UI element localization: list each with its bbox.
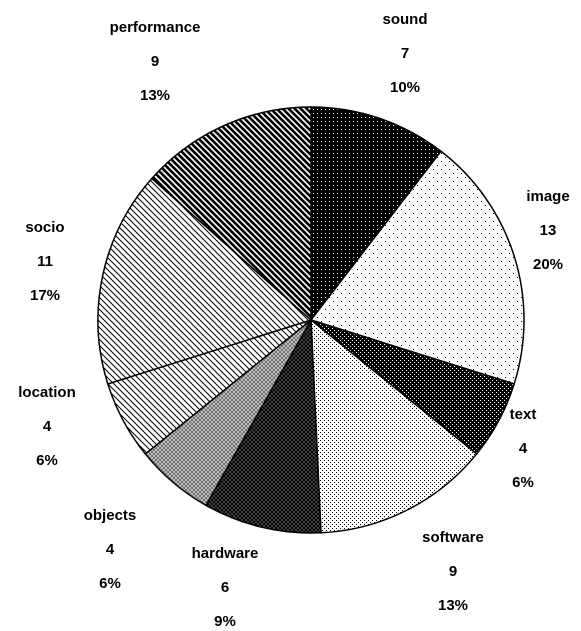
slice-value: 13: [540, 222, 557, 239]
slice-percent: 10%: [390, 79, 420, 96]
slice-percent: 20%: [533, 256, 563, 273]
slice-label: text: [510, 406, 537, 423]
slice-value: 4: [106, 541, 115, 558]
slice-label: socio: [25, 219, 64, 236]
pie-slice: [310, 106, 443, 323]
slice-value: 7: [401, 45, 409, 62]
slice-value: 6: [221, 579, 229, 596]
slice-percent: 6%: [512, 474, 534, 491]
slice-value: 9: [151, 53, 159, 70]
slice-label: sound: [383, 11, 428, 28]
slice-value: 11: [37, 253, 53, 270]
slice-value: 9: [449, 563, 457, 580]
slice-label: hardware: [192, 545, 259, 562]
slice-label: image: [526, 188, 569, 205]
slice-label: performance: [110, 19, 201, 36]
slice-percent: 13%: [140, 87, 170, 104]
pie-slice: [97, 177, 313, 385]
slice-percent: 9%: [214, 613, 236, 630]
slice-percent: 6%: [36, 452, 58, 469]
pie-slice: [310, 318, 478, 534]
slice-value: 4: [43, 418, 52, 435]
slice-percent: 6%: [99, 575, 121, 592]
slice-label: objects: [84, 507, 137, 524]
slice-value: 4: [519, 440, 528, 457]
slice-label: location: [18, 384, 76, 401]
slice-label: software: [422, 529, 484, 546]
pie-slice: [204, 317, 322, 534]
slice-percent: 17%: [30, 287, 60, 304]
pie-slice: [309, 150, 525, 385]
pie-slice: [150, 106, 312, 322]
slice-percent: 13%: [438, 597, 468, 614]
